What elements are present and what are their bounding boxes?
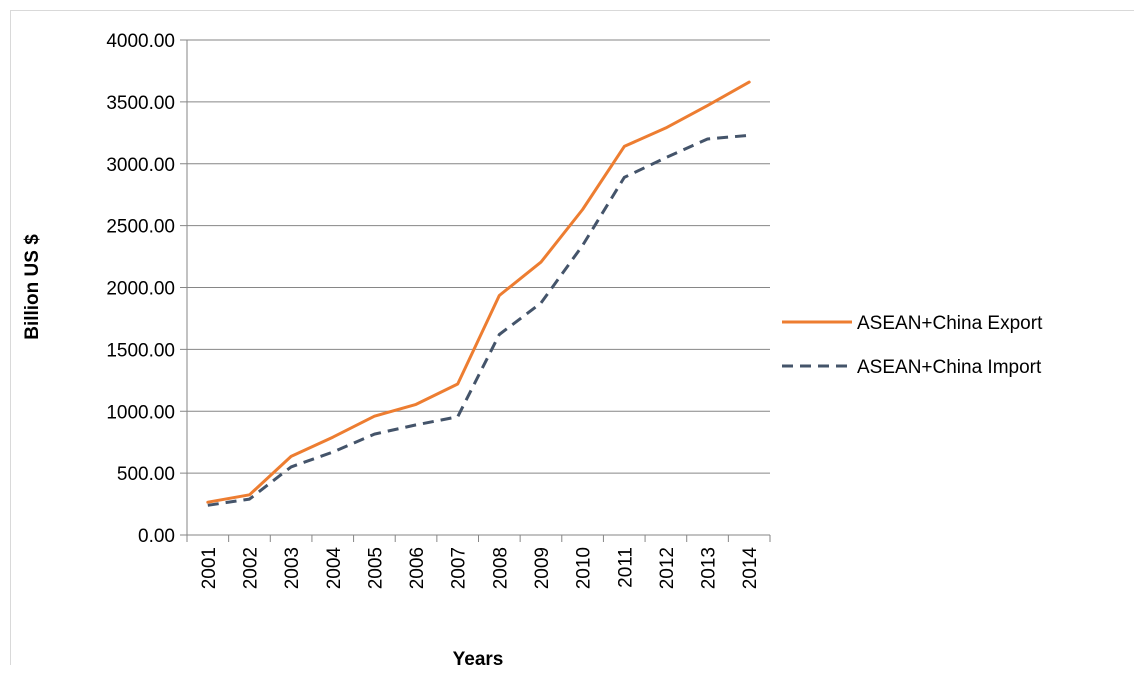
x-tick-label: 2007 [449, 547, 470, 589]
x-tick-label: 2013 [699, 547, 720, 589]
x-tick-label: 2002 [240, 547, 261, 589]
x-tick-label: 2009 [532, 547, 553, 589]
series-line-export [206, 80, 751, 504]
y-tick-label: 1000.00 [106, 402, 175, 423]
x-tick-label: 2011 [615, 547, 636, 588]
gridlines [180, 39, 771, 542]
x-tick-label: 2003 [282, 547, 303, 589]
legend-label: ASEAN+China Export [857, 313, 1043, 334]
y-tick-label: 0.00 [138, 526, 175, 547]
x-tick-label: 2012 [657, 547, 678, 589]
y-tick-label: 3000.00 [106, 155, 175, 176]
x-tick-label: 2004 [324, 547, 345, 590]
x-tick-label: 2008 [490, 547, 511, 589]
x-tick-label: 2005 [365, 547, 386, 589]
chart-frame [10, 10, 1134, 665]
legend: ASEAN+China Export ASEAN+China Import [782, 313, 1043, 378]
legend-label: ASEAN+China Import [857, 357, 1042, 378]
x-tick-label: 2014 [740, 547, 761, 590]
series-lines [206, 80, 751, 507]
x-tick-label: 2006 [407, 547, 428, 589]
x-axis-title: Years [453, 649, 504, 670]
y-tick-label: 500.00 [117, 464, 175, 485]
x-tick-label: 2001 [199, 547, 220, 589]
y-tick-label: 4000.00 [106, 31, 175, 52]
x-tick-label: 2010 [574, 547, 595, 589]
y-axis-ticks: 0.00 500.00 1000.00 1500.00 2000.00 2500.00 30… [106, 31, 175, 547]
series-line-import [207, 133, 750, 507]
y-tick-label: 2500.00 [106, 217, 175, 238]
y-tick-label: 1500.00 [106, 340, 175, 361]
y-tick-label: 3500.00 [106, 93, 175, 114]
y-tick-label: 2000.00 [106, 279, 175, 300]
y-axis-title: Billion US $ [22, 234, 43, 340]
x-axis-ticks: 2001 2002 2003 2004 2005 2006 2007 2008 2009 2010… [199, 547, 761, 590]
